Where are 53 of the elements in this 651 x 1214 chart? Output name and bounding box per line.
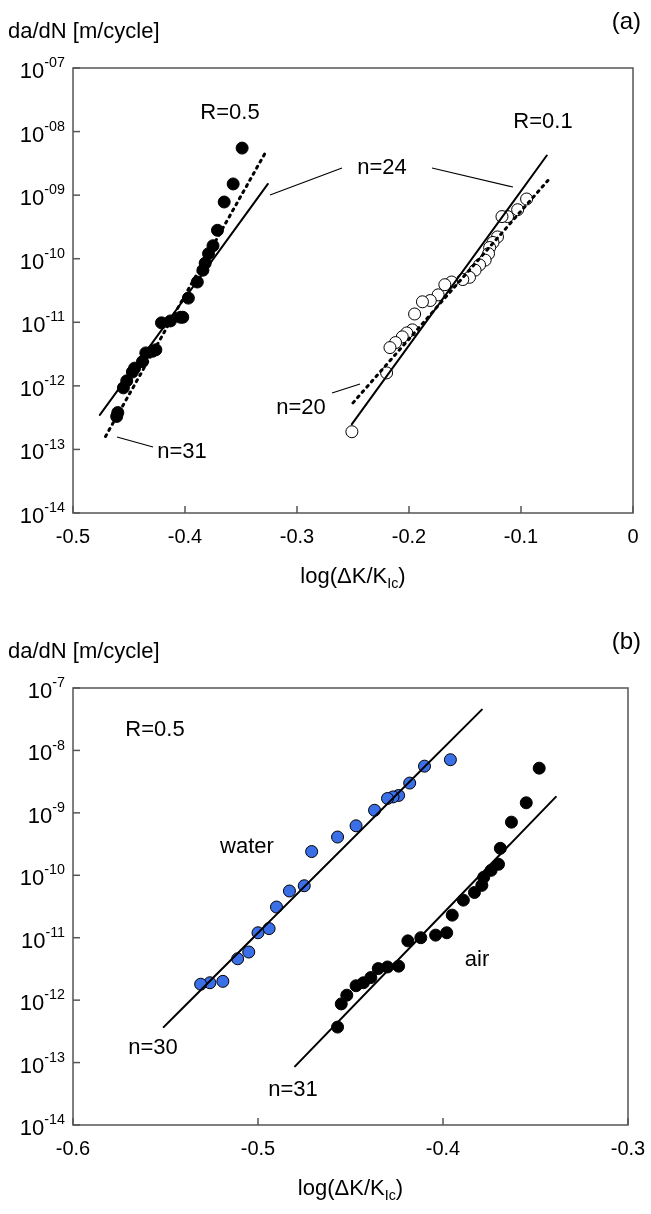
y-axis-title: da/dN [m/cycle] (8, 18, 160, 44)
point (349, 979, 363, 993)
point (371, 962, 385, 976)
x-tick-label: -0.4 (425, 1136, 461, 1159)
point (429, 928, 443, 942)
point (443, 753, 457, 767)
x-tick-label: -0.5 (55, 524, 91, 547)
point (383, 341, 397, 355)
point (331, 830, 345, 844)
point (504, 815, 518, 829)
annotation: n=24 (357, 154, 407, 180)
point (334, 997, 348, 1011)
point (226, 177, 240, 191)
x-tick-label: -0.4 (167, 524, 203, 547)
y-axis-title: da/dN [m/cycle] (8, 638, 160, 664)
text: (b) (611, 626, 642, 654)
point (415, 295, 429, 309)
point (493, 841, 507, 855)
point (408, 307, 422, 321)
text: (a) (611, 6, 642, 34)
point (345, 425, 359, 439)
annotation: n=31 (268, 1076, 318, 1102)
point (401, 934, 415, 948)
annotation: R=0.1 (513, 108, 573, 134)
annotation: n=20 (276, 394, 326, 420)
point (445, 908, 459, 922)
annotation: R=0.5 (200, 99, 260, 125)
point (216, 974, 230, 988)
point (217, 195, 231, 209)
x-tick-label: -0.3 (279, 524, 315, 547)
point (340, 988, 354, 1002)
point (349, 819, 363, 833)
x-tick-label: -0.6 (55, 1136, 91, 1159)
x-tick-label: 0 (627, 524, 639, 547)
x-tick-label: -0.2 (391, 524, 427, 547)
point (456, 893, 470, 907)
annotation: n=30 (128, 1034, 178, 1060)
x-tick-label: -0.5 (240, 1136, 276, 1159)
point (467, 886, 481, 899)
annotation: n=31 (157, 438, 207, 464)
x-tick-label: -0.3 (610, 1136, 646, 1159)
point (242, 945, 256, 959)
point (532, 761, 546, 775)
point (305, 845, 319, 859)
point (440, 926, 454, 940)
point (282, 884, 296, 898)
point (438, 278, 452, 292)
x-tick-label: -0.1 (503, 524, 539, 547)
annotation: water (219, 833, 274, 859)
point (235, 141, 249, 155)
annotation: R=0.5 (125, 716, 185, 742)
annotation: air (464, 946, 490, 972)
point (519, 796, 533, 810)
